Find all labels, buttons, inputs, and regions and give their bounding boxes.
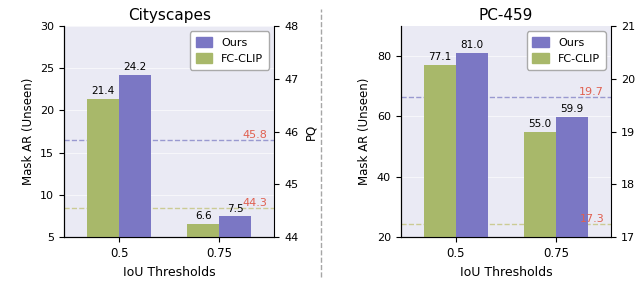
Y-axis label: PQ: PQ (304, 124, 317, 140)
Text: 55.0: 55.0 (529, 119, 552, 129)
Text: 21.4: 21.4 (92, 86, 115, 96)
Bar (456, 53, 488, 286)
X-axis label: IoU Thresholds: IoU Thresholds (460, 266, 552, 279)
Legend: Ours, FC-CLIP: Ours, FC-CLIP (527, 31, 605, 69)
Text: 6.6: 6.6 (195, 211, 212, 221)
Bar (556, 117, 588, 286)
Bar (424, 65, 456, 286)
Bar (220, 216, 252, 280)
Bar (524, 132, 556, 286)
Text: 45.8: 45.8 (243, 130, 268, 140)
Text: 24.2: 24.2 (124, 62, 147, 72)
Text: 77.1: 77.1 (428, 52, 451, 62)
Title: Cityscapes: Cityscapes (128, 8, 211, 23)
Text: 59.9: 59.9 (561, 104, 584, 114)
Legend: Ours, FC-CLIP: Ours, FC-CLIP (190, 31, 269, 69)
Y-axis label: Mask AR (Unseen): Mask AR (Unseen) (358, 78, 371, 185)
Y-axis label: Mask AR (Unseen): Mask AR (Unseen) (22, 78, 35, 185)
Title: PC-459: PC-459 (479, 8, 533, 23)
Text: 81.0: 81.0 (460, 40, 483, 50)
Bar (119, 75, 151, 280)
Text: 17.3: 17.3 (579, 214, 604, 224)
Bar (188, 224, 220, 280)
Text: 44.3: 44.3 (243, 198, 268, 208)
Text: 19.7: 19.7 (579, 87, 604, 97)
X-axis label: IoU Thresholds: IoU Thresholds (123, 266, 216, 279)
Bar (87, 99, 119, 280)
Text: 7.5: 7.5 (227, 204, 244, 214)
